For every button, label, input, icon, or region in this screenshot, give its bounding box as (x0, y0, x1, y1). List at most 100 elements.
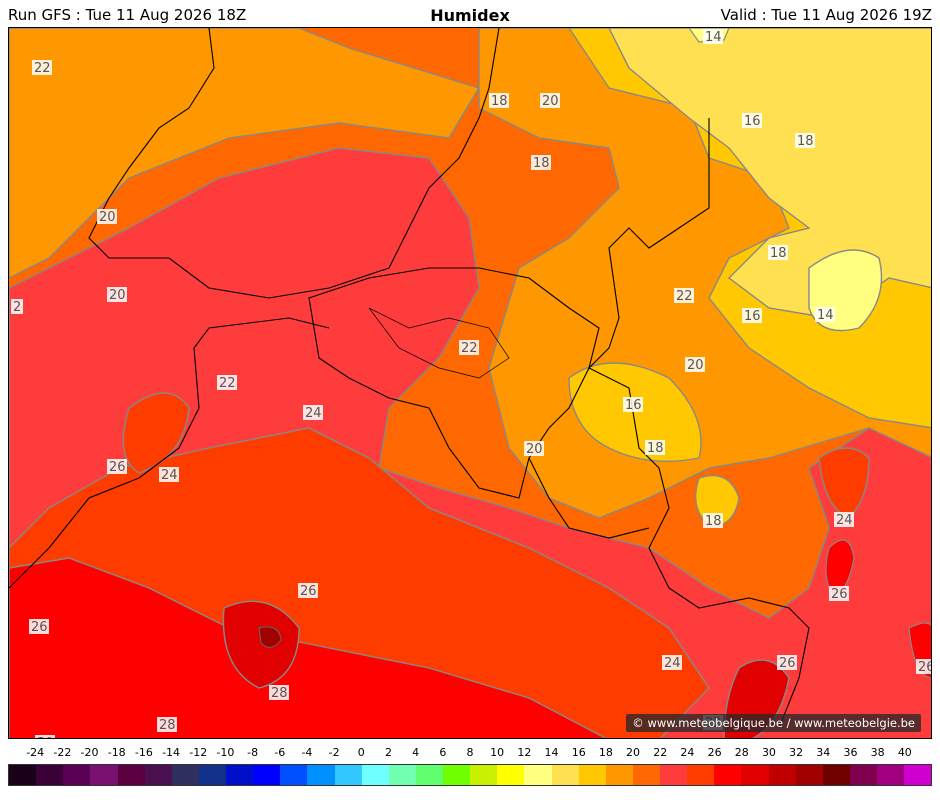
fill-zone-26-east (818, 447, 870, 519)
contour-label-bg (834, 512, 854, 527)
contour-label-bg (662, 655, 682, 670)
fill-zone-26-west (122, 392, 190, 474)
contour-label: 26 (31, 620, 48, 635)
contour-label-bg (217, 375, 237, 390)
legend-tick: 16 (571, 746, 586, 759)
contour-labels: 2220202222426242626282830182018141618182… (11, 29, 931, 738)
legend-swatch (226, 765, 254, 785)
legend-swatch (660, 765, 688, 785)
legend-swatch (36, 765, 64, 785)
contour-label-bg (742, 113, 762, 128)
legend-tick: -14 (162, 746, 181, 759)
contour-label-bg (685, 357, 705, 372)
legend-swatch (90, 765, 118, 785)
legend-swatch (795, 765, 823, 785)
contour-label-bg (531, 155, 551, 170)
contour-label: 14 (705, 30, 722, 45)
contour-label-bg (623, 397, 643, 412)
legend-swatch (144, 765, 172, 785)
legend-tick: -8 (247, 746, 259, 759)
fill-zone-30 (222, 600, 300, 689)
contour-label: 26 (831, 587, 848, 602)
legend-swatch (741, 765, 769, 785)
contour-label-bg (97, 209, 117, 224)
border-france (528, 457, 650, 539)
legend-tick: 4 (412, 746, 420, 759)
contour-label: 18 (491, 94, 508, 109)
legend-tick: 12 (517, 746, 532, 759)
credit-label: © www.meteobelgique.be / www.meteobelgie… (626, 714, 921, 732)
color-legend: -24 -22 -20 -18 -16 -14 -12 -10 -8 -6 -4 -2 0 2 4 6 8 10 1… (8, 746, 932, 790)
legend-tick: 2 (384, 746, 392, 759)
legend-tick: 34 (816, 746, 831, 759)
contour-label-bg (459, 340, 479, 355)
legend-tick: -2 (328, 746, 340, 759)
legend-tick: 6 (439, 746, 447, 759)
contour-label: 24 (305, 406, 322, 421)
legend-tick: 28 (734, 746, 749, 759)
contour-label-bg (35, 735, 55, 738)
contour-label-bg (795, 133, 815, 148)
contour-label: 22 (219, 376, 236, 391)
legend-swatch (198, 765, 226, 785)
valid-time-label: Valid : Tue 11 Aug 2026 19Z (720, 6, 932, 24)
contour-label-bg (157, 717, 177, 732)
legend-swatch (63, 765, 91, 785)
contour-label: 22 (34, 61, 51, 76)
legend-swatch (849, 765, 877, 785)
legend-swatch (117, 765, 145, 785)
contour-label: 14 (817, 308, 834, 323)
legend-tick: -4 (301, 746, 313, 759)
contour-label-bg (829, 586, 849, 601)
legend-tick: 18 (598, 746, 613, 759)
contour-label-bg (298, 583, 318, 598)
legend-tick: -6 (274, 746, 286, 759)
legend-swatch (388, 765, 416, 785)
contour-label: 16 (744, 114, 761, 129)
legend-tick: -16 (134, 746, 153, 759)
coastline-north (88, 28, 500, 299)
contour-label: 18 (533, 156, 550, 171)
border-east (588, 118, 810, 729)
contour-label-bg (916, 659, 931, 674)
contour-label: 20 (542, 94, 559, 109)
contour-label: 2 (13, 300, 21, 315)
legend-swatch (768, 765, 796, 785)
legend-tick: 26 (707, 746, 722, 759)
contour-label-bg (269, 685, 289, 700)
contour-label: 24 (836, 513, 853, 528)
legend-swatch (687, 765, 715, 785)
contour-label-bg (29, 619, 49, 634)
legend-tick: 36 (843, 746, 858, 759)
contour-label: 18 (770, 246, 787, 261)
contour-label-bg (107, 287, 127, 302)
legend-swatch (605, 765, 633, 785)
fill-zone-18-center (568, 362, 702, 462)
legend-swatch (334, 765, 362, 785)
legend-bar (8, 764, 932, 786)
contour-label-bg (815, 307, 835, 322)
legend-swatch (443, 765, 471, 785)
fill-zone-16-east (608, 28, 931, 319)
legend-swatch (253, 765, 281, 785)
contour-label: 28 (271, 686, 288, 701)
legend-tick: 40 (897, 746, 912, 759)
contour-label-bg (489, 93, 509, 108)
contour-label: 20 (99, 210, 116, 225)
map-title: Humidex (430, 6, 510, 25)
contour-label: 26 (109, 460, 126, 475)
legend-swatch (632, 765, 660, 785)
contour-label-bg (524, 441, 544, 456)
contour-label: 18 (647, 441, 664, 456)
contour-label-bg (645, 440, 665, 455)
legend-swatch (904, 765, 932, 785)
contour-label-bg (674, 288, 694, 303)
contour-label-bg (32, 60, 52, 75)
legend-tick: 20 (626, 746, 641, 759)
contour-label-bg (540, 93, 560, 108)
fill-zone-20-northwest (9, 28, 481, 279)
legend-swatch (280, 765, 308, 785)
legend-tick: -10 (216, 746, 235, 759)
fill-zone-28 (9, 557, 607, 738)
contour-label-bg (303, 405, 323, 420)
